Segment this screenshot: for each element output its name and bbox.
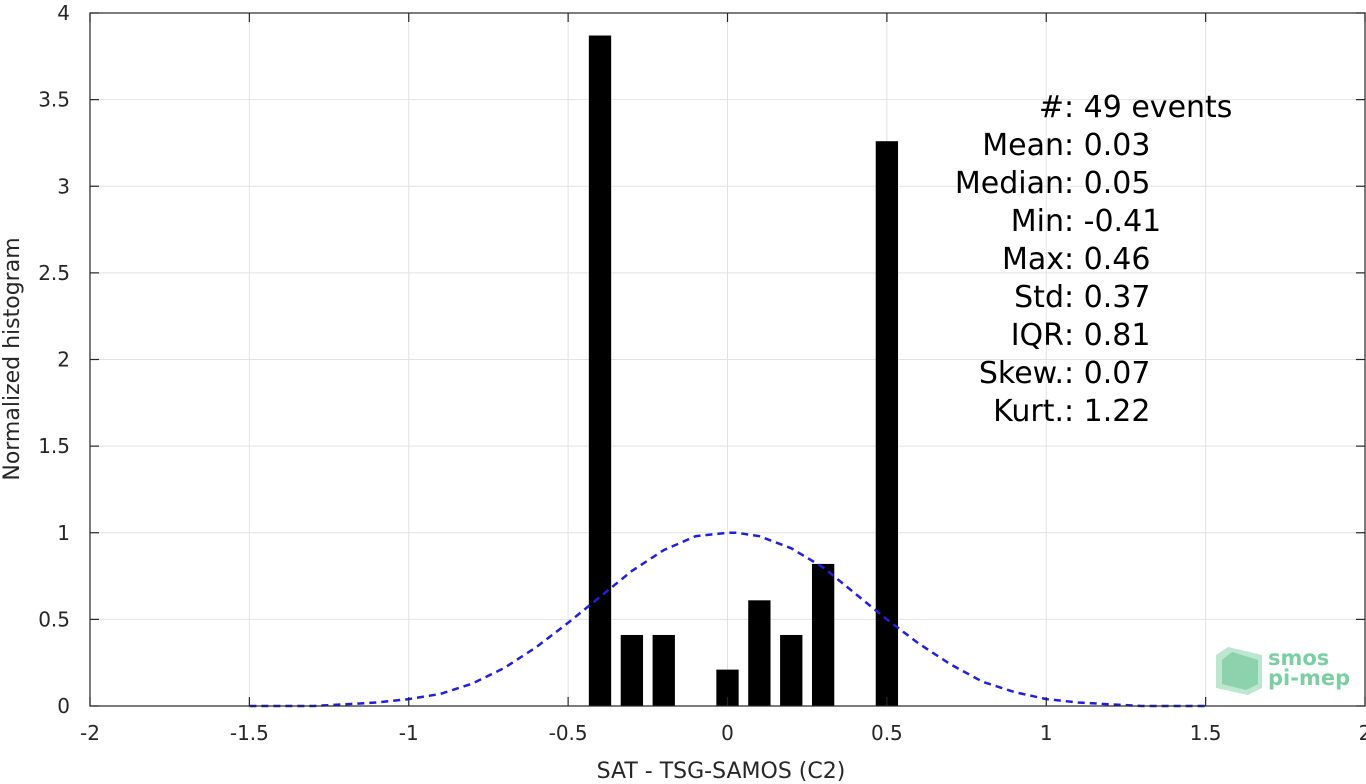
x-tick-label: 0	[721, 721, 734, 745]
x-axis-label: SAT - TSG-SAMOS (C2)	[597, 759, 846, 784]
y-tick-label: 1.5	[38, 434, 70, 458]
stat-value: : -0.41	[1064, 204, 1161, 239]
stat-label: Max	[1002, 242, 1064, 277]
stat-label: #	[1039, 90, 1064, 125]
y-tick-label: 0.5	[38, 607, 70, 631]
logo-text-smos: smos	[1268, 646, 1329, 670]
y-tick-label: 1	[57, 521, 70, 545]
stat-value: : 49 events	[1064, 90, 1232, 125]
logo-layers-icon-front	[1222, 652, 1258, 690]
y-tick-label: 2	[57, 348, 70, 372]
x-tick-label: -1.5	[230, 721, 269, 745]
y-tick-label: 0	[57, 694, 70, 718]
x-tick-label: 1.5	[1190, 721, 1222, 745]
stat-label: Min	[1011, 204, 1064, 239]
histogram-bar	[780, 634, 803, 706]
stat-value: : 0.81	[1064, 318, 1150, 353]
x-tick-label: 2	[1359, 721, 1366, 745]
logo-text-pi-mep: pi-mep	[1268, 666, 1350, 690]
smos-pi-mep-logo: smos pi-mep	[1216, 646, 1350, 695]
stat-value: : 0.07	[1064, 356, 1150, 391]
histogram-bar	[588, 35, 612, 706]
stat-label: Mean	[982, 128, 1064, 163]
x-tick-label: -2	[80, 721, 100, 745]
histogram-bar	[652, 634, 675, 706]
stat-value: : 0.05	[1064, 166, 1150, 201]
gaussian-fit-curve	[249, 531, 1206, 708]
x-tick-label: 1	[1040, 721, 1053, 745]
stat-label: Skew.	[979, 356, 1064, 391]
stat-value: : 1.22	[1064, 394, 1150, 429]
stat-value: : 0.37	[1064, 280, 1150, 315]
y-tick-label: 4	[57, 1, 70, 25]
axis-ticks	[89, 12, 1366, 707]
x-tick-label: 0.5	[871, 721, 903, 745]
x-tick-label: -1	[399, 721, 419, 745]
stat-label: Median	[955, 166, 1064, 201]
y-tick-label: 3	[57, 174, 70, 198]
stat-label: IQR	[1011, 318, 1064, 353]
histogram-bar	[620, 634, 644, 706]
histogram-bar	[875, 141, 899, 706]
bars	[588, 35, 899, 706]
y-tick-label: 3.5	[38, 88, 70, 112]
stat-value: : 0.46	[1064, 242, 1150, 277]
y-tick-label: 2.5	[38, 261, 70, 285]
stat-label: Std	[1014, 280, 1064, 315]
x-tick-labels: -2 -1.5 -1 -0.5 0 0.5 1 1.5 2	[80, 721, 1366, 745]
histogram-bar	[716, 669, 739, 706]
histogram-bar	[811, 563, 835, 706]
stat-label: Kurt.	[993, 394, 1064, 429]
histogram-bar	[748, 600, 771, 706]
stat-value: : 0.03	[1064, 128, 1150, 163]
y-axis-label: Normalized histogram	[0, 237, 25, 480]
y-tick-labels: 0 0.5 1 1.5 2 2.5 3 3.5 4	[38, 1, 70, 718]
x-tick-label: -0.5	[549, 721, 588, 745]
